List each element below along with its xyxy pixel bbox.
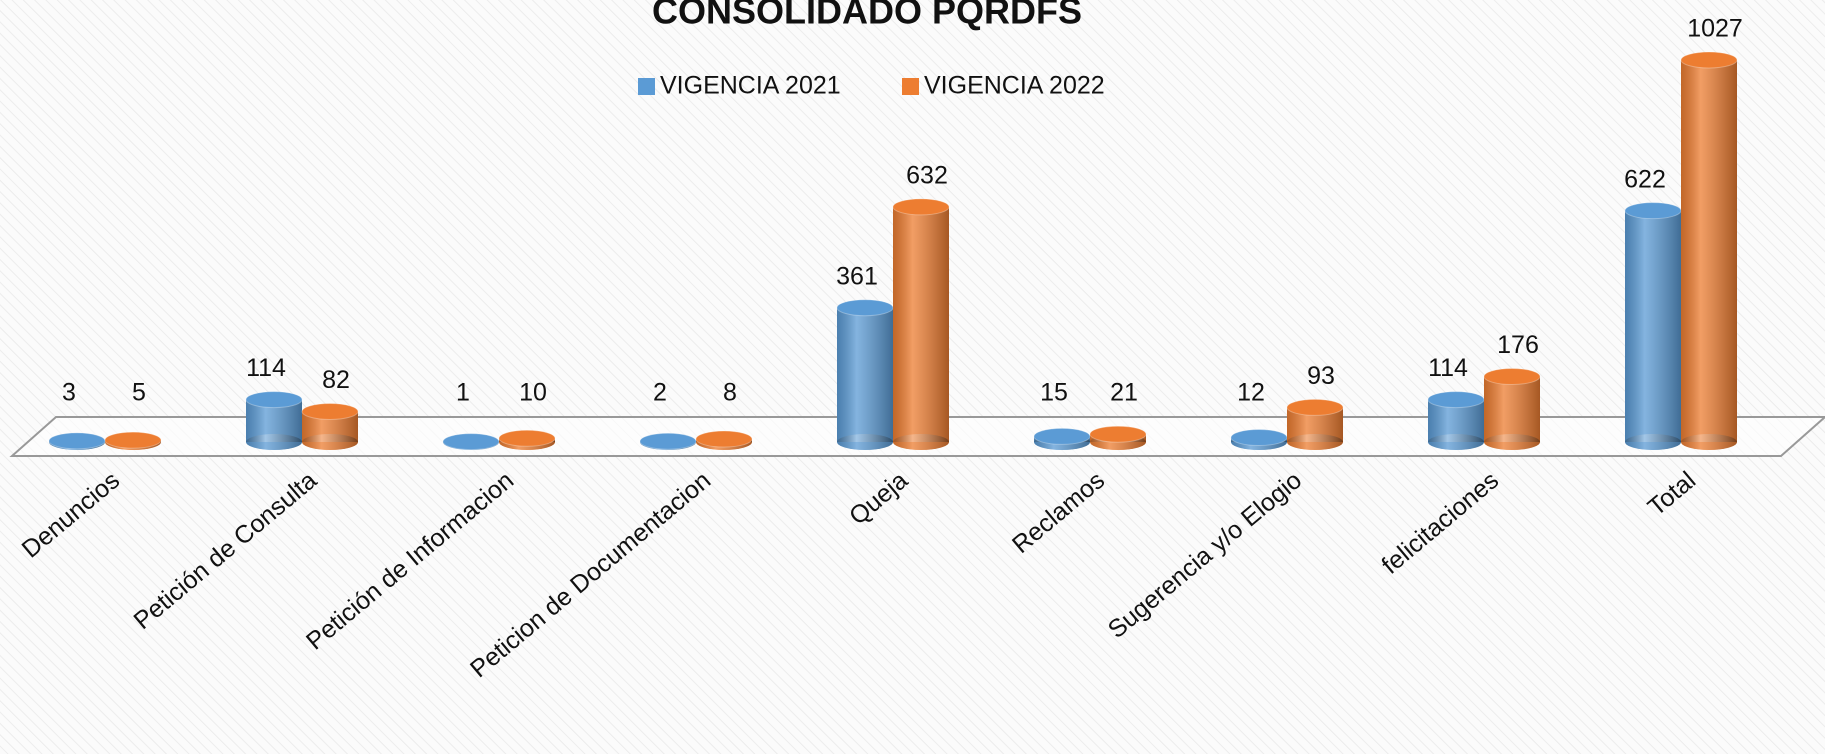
bar-shade — [1625, 210, 1681, 442]
value-label: 8 — [723, 379, 737, 407]
cylinder-bottom-shade — [1484, 434, 1540, 450]
legend-label: VIGENCIA 2021 — [660, 72, 841, 100]
bar-shade — [893, 206, 949, 442]
cylinder-bottom-shade — [1625, 434, 1681, 450]
value-label: 176 — [1497, 331, 1539, 359]
cylinder-top — [1624, 202, 1682, 220]
cylinder-bottom-shade — [1681, 434, 1737, 450]
cylinder-top — [301, 402, 359, 420]
cylinder-top — [1680, 51, 1738, 69]
value-label: 1027 — [1687, 15, 1743, 43]
cylinder-top — [1286, 398, 1344, 416]
value-label: 93 — [1307, 362, 1335, 390]
cylinder-top — [836, 299, 894, 317]
legend-swatch — [638, 78, 655, 95]
value-label: 1 — [456, 379, 470, 407]
cylinder-top — [442, 433, 500, 451]
chart-title: CONSOLIDADO PQRDFS — [652, 0, 1082, 32]
cylinder-bottom-shade — [837, 434, 893, 450]
value-label: 5 — [132, 379, 146, 407]
cylinder-top — [1483, 368, 1541, 386]
cylinder-top — [1033, 427, 1091, 445]
cylinder-bottom-shade — [1428, 434, 1484, 450]
cylinder-bottom-shade — [302, 434, 358, 450]
value-label: 12 — [1237, 379, 1265, 407]
value-label: 15 — [1040, 379, 1068, 407]
value-label: 622 — [1624, 165, 1666, 193]
cylinder-top — [639, 432, 697, 450]
value-label: 82 — [322, 366, 350, 394]
value-label: 2 — [653, 379, 667, 407]
cylinder-top — [1427, 391, 1485, 409]
value-label: 114 — [246, 354, 286, 382]
legend-label: VIGENCIA 2022 — [924, 72, 1105, 100]
value-label: 114 — [1428, 354, 1468, 382]
bar-shade — [1681, 60, 1737, 442]
cylinder-top — [892, 198, 950, 216]
cylinder-top — [1230, 429, 1288, 447]
value-label: 361 — [836, 262, 878, 290]
cylinder-top — [245, 391, 303, 409]
cylinder-bottom-shade — [1287, 434, 1343, 450]
cylinder-top — [1089, 425, 1147, 443]
value-label: 632 — [906, 162, 948, 190]
value-label: 21 — [1110, 379, 1138, 407]
bar-shade — [837, 307, 893, 442]
cylinder-bottom-shade — [893, 434, 949, 450]
cylinder-top — [695, 430, 753, 448]
cylinder-top — [48, 432, 106, 450]
value-label: 10 — [519, 379, 547, 407]
legend-swatch — [902, 78, 919, 95]
bar-shade — [1484, 376, 1540, 442]
cylinder-top — [498, 429, 556, 447]
value-label: 3 — [62, 379, 76, 407]
cylinder-bottom-shade — [246, 434, 302, 450]
cylinder-top — [104, 431, 162, 449]
